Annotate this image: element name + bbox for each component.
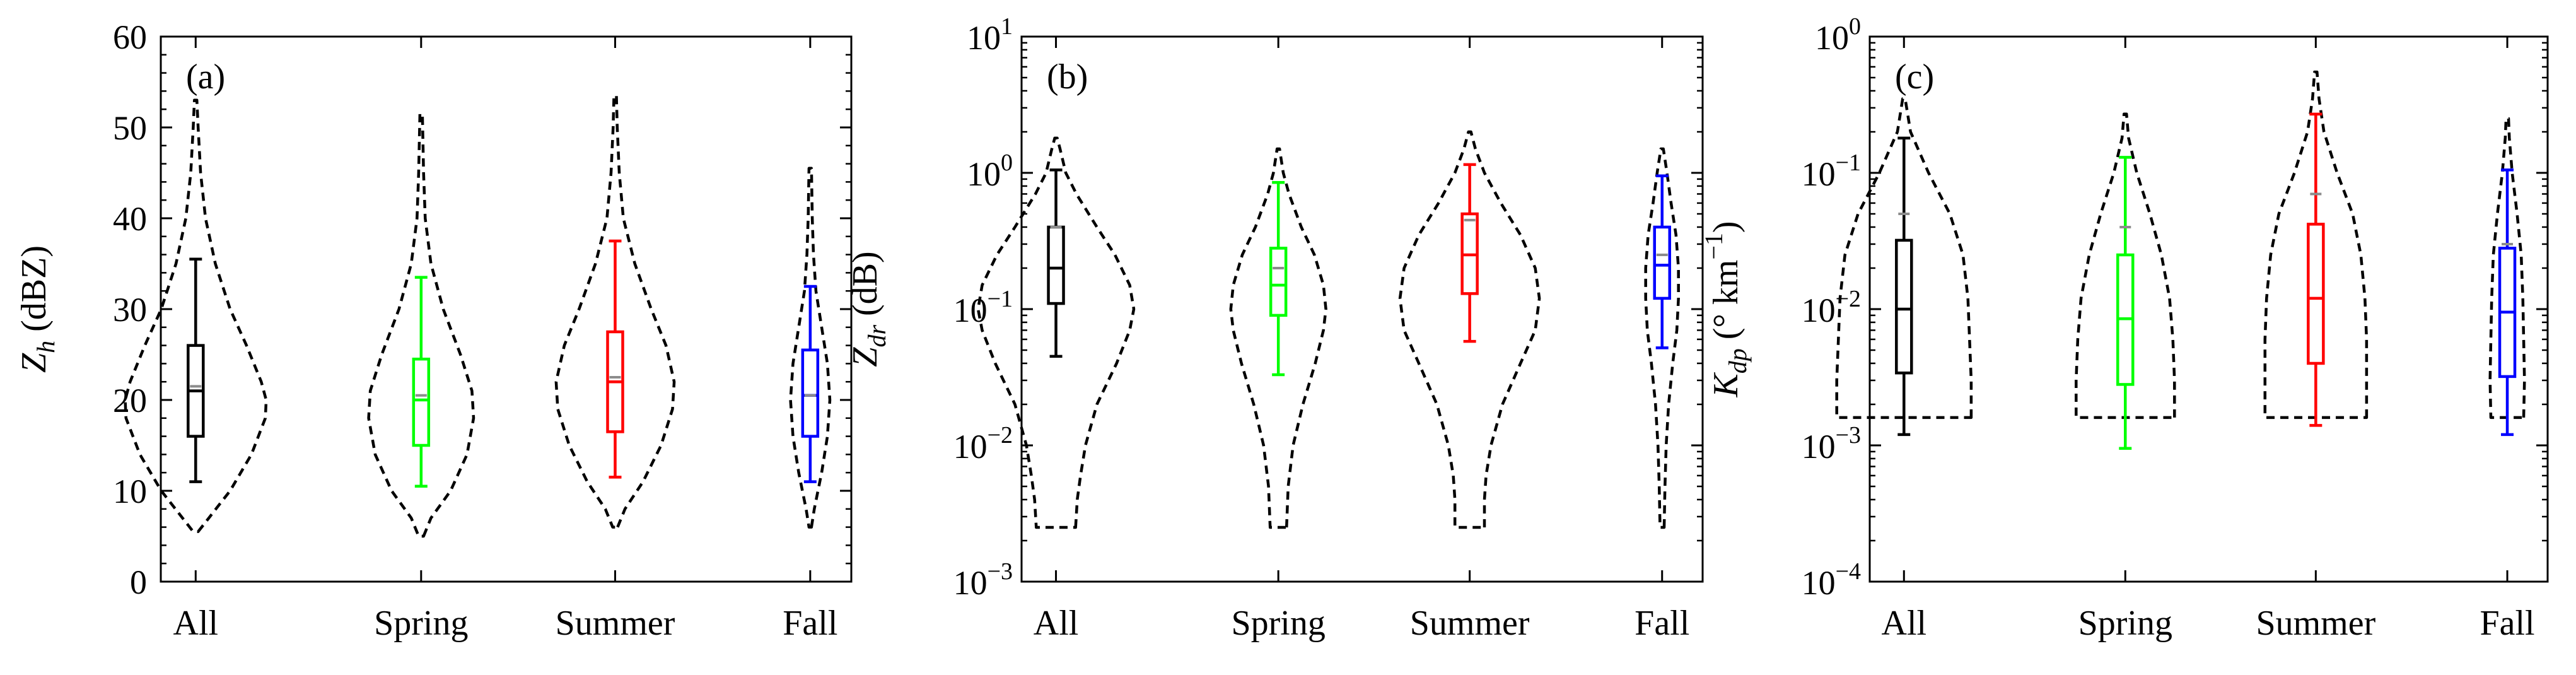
- box-iqr: [801, 348, 820, 438]
- violin-spring: [2075, 112, 2176, 420]
- series-spring: [1229, 147, 1327, 529]
- x-tick-label: Spring: [2078, 604, 2172, 643]
- y-tick-label: 60: [113, 18, 147, 56]
- box-iqr: [2307, 223, 2325, 365]
- y-tick-label: 50: [113, 109, 147, 147]
- chart-panel-2: 10−3 10−2 10−1 100 101 All Spring Summer Fall (b)…: [846, 13, 1704, 643]
- y-axis-label: Kdp (° km−1): [1699, 221, 1752, 397]
- violin-all: [124, 98, 268, 534]
- violin-all: [1835, 97, 1973, 420]
- y-tick-label: 101: [967, 13, 1013, 57]
- violin-all: [976, 136, 1136, 529]
- series-all: [124, 98, 268, 534]
- series-all: [976, 136, 1136, 529]
- x-tick-label: Summer: [2256, 604, 2375, 643]
- chart-panel-1: 0 10 20 30 40 50 60 All Spring Summer Fall (a) Zh (d…: [15, 18, 853, 643]
- violin-spring: [1229, 147, 1327, 529]
- y-tick-label: 100: [967, 150, 1013, 193]
- box-iqr: [1047, 225, 1065, 305]
- x-tick-label: Summer: [556, 604, 675, 643]
- violin-summer: [2263, 70, 2369, 420]
- x-tick-label: All: [1034, 604, 1079, 643]
- box-iqr: [412, 357, 431, 447]
- y-tick-label: 10−1: [1802, 150, 1861, 193]
- panel-label: (c): [1895, 57, 1934, 97]
- y-tick-label: 0: [130, 563, 147, 601]
- y-tick-label: 10: [113, 472, 147, 510]
- y-tick-label: 10−3: [953, 558, 1013, 602]
- series-fall: [2488, 117, 2526, 437]
- series-summer: [2263, 70, 2369, 427]
- y-tick-label: 10−2: [953, 422, 1013, 466]
- x-tick-label: All: [173, 604, 219, 643]
- y-tick-label: 10−1: [953, 286, 1013, 329]
- x-tick-label: Fall: [2480, 604, 2534, 643]
- x-tick-label: All: [1882, 604, 1927, 643]
- series-all: [1835, 97, 1973, 437]
- y-tick-label: 100: [1815, 13, 1861, 57]
- panel-label: (a): [186, 57, 225, 97]
- x-tick-label: Summer: [1410, 604, 1530, 643]
- series-summer: [1398, 130, 1541, 529]
- x-tick-label: Spring: [1231, 604, 1325, 643]
- x-tick-label: Fall: [1635, 604, 1689, 643]
- y-tick-label: 30: [113, 291, 147, 329]
- violin-fall: [789, 167, 832, 529]
- y-axis-label: Zdr (dB): [846, 251, 891, 367]
- panel-label: (b): [1047, 57, 1088, 97]
- violin-spring: [367, 112, 475, 538]
- violin-summer: [554, 94, 676, 529]
- box-iqr: [1653, 225, 1671, 300]
- y-axis-label: Zh (dBZ): [15, 245, 60, 373]
- series-summer: [554, 94, 676, 529]
- x-tick-label: Fall: [783, 604, 837, 643]
- series-fall: [1644, 147, 1680, 529]
- x-tick-label: Spring: [374, 604, 468, 643]
- violin-fall: [1644, 147, 1680, 529]
- violin-summer: [1398, 130, 1541, 529]
- y-tick-label: 10−4: [1802, 558, 1861, 602]
- series-fall: [789, 167, 832, 529]
- y-tick-label: 10−3: [1802, 422, 1861, 466]
- series-spring: [2075, 112, 2176, 450]
- series-spring: [367, 112, 475, 538]
- y-tick-label: 40: [113, 200, 147, 238]
- box-iqr: [1269, 247, 1288, 317]
- y-tick-label: 20: [113, 382, 147, 420]
- box-iqr: [1895, 238, 1913, 375]
